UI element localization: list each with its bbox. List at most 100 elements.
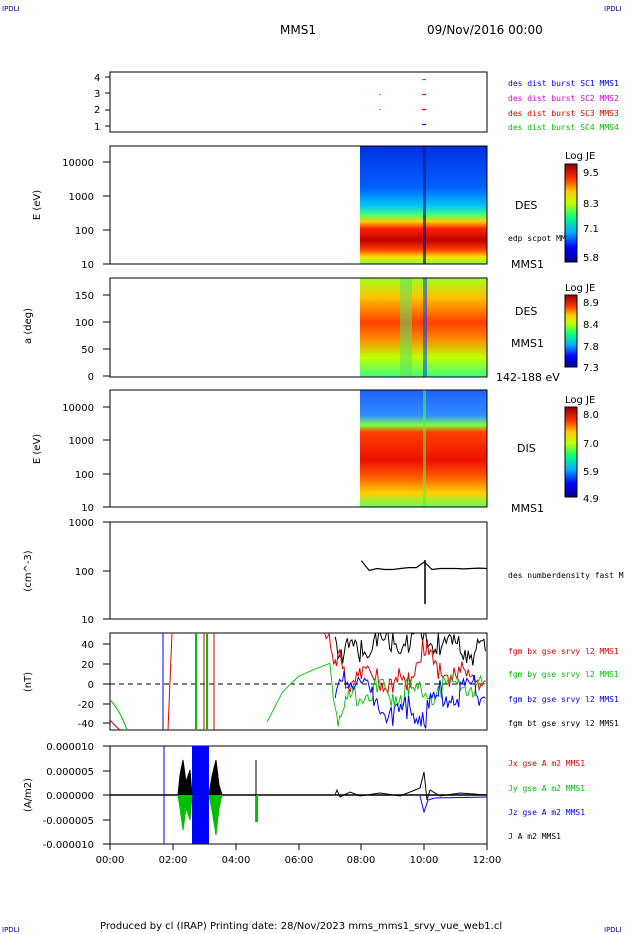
legend-bz: fgm bz gse srvy l2 MMS1 (508, 695, 619, 704)
bfield-early-spikes (109, 632, 215, 731)
des-energy-spike (423, 146, 426, 264)
ytick-label: 3 (94, 89, 100, 100)
corner-label-top-left: IPDLI (2, 5, 20, 13)
panel-des-pitch-yticks: 150 100 50 0 (75, 291, 94, 383)
panel-des-energy-sublabel: edp scpot MMS1 (508, 234, 576, 243)
panel-dis-energy-footlabel: MMS1 (511, 502, 544, 515)
panel-density-ylabel: (cm^-3) (23, 550, 34, 591)
legend-burst-sc1: des dist burst SC1 MMS1 (508, 79, 619, 88)
ytick-label: 40 (81, 640, 94, 651)
legend-j: J A m2 MMS1 (508, 832, 561, 841)
bfield-line-by (266, 662, 486, 727)
ytick-label: -0.000010 (43, 840, 94, 851)
colorbar-dis-energy-ticks: 8.0 7.0 5.9 4.9 (583, 410, 599, 505)
panel-des-pitch-footlabel: 142-188 eV (496, 371, 560, 384)
panel-dis-energy-ylabel: E (eV) (32, 434, 43, 464)
panel-dis-energy-label: DIS (517, 442, 536, 455)
ytick-label: 10 (81, 615, 94, 626)
legend-jz: Jz gse A m2 MMS1 (508, 808, 585, 817)
current-bursts (163, 746, 488, 844)
jz-burst-block (192, 746, 209, 844)
corner-label-top-right: IPDLI (604, 5, 622, 13)
bfield-series (266, 631, 486, 729)
legend-burst-sc3: des dist burst SC3 MMS3 (508, 109, 619, 118)
legend-jx: Jx gse A m2 MMS1 (508, 759, 585, 768)
panel-des-energy-footlabel: MMS1 (511, 258, 544, 271)
legend-bx: fgm bx gse srvy l2 MMS1 (508, 647, 619, 656)
ytick-label: -20 (78, 700, 94, 711)
ytick-label: 20 (81, 660, 94, 671)
colorbar-tick: 5.8 (583, 253, 599, 264)
des-pitch-spike (423, 278, 427, 377)
colorbar-des-pitch (564, 294, 578, 368)
x-tickmarks (109, 844, 488, 850)
panel-bfield: 40 20 0 -20 -40 (nT) fgm bx gse srvy l2 … (23, 631, 619, 731)
panel-des-pitch-sublabel: MMS1 (511, 337, 544, 350)
colorbar-des-energy-title: Log JE (565, 151, 595, 162)
bfield-line-bz (334, 670, 486, 729)
panel-bfield-ylabel: (nT) (23, 672, 34, 692)
colorbar-tick: 8.0 (583, 410, 599, 421)
legend-jy: Jy gse A m2 MMS1 (508, 784, 585, 793)
xtick-label: 12:00 (473, 855, 502, 866)
xtick-label: 10:00 (410, 855, 439, 866)
panel-density-frame (109, 521, 488, 620)
panel-current-ylabel: (A/m2) (23, 778, 34, 812)
panel-des-pitch-frame (109, 277, 488, 378)
ytick-label: 1000 (69, 436, 94, 447)
xtick-label: 00:00 (96, 855, 125, 866)
colorbar-tick: 8.3 (583, 199, 599, 210)
panel-density: 1000 100 10 (cm^-3) des numberdensity fa… (23, 518, 624, 626)
ytick-label: -0.000005 (43, 816, 94, 827)
footer-credit: Produced by cl (IRAP) Printing date: 28/… (100, 921, 502, 932)
panel-density-yticks: 1000 100 10 (69, 518, 94, 626)
panel-burst-legend: des dist burst SC1 MMS1 des dist burst S… (508, 79, 619, 132)
ytick-label: 1 (94, 122, 100, 133)
panel-current: 0.000010 0.000005 0.000000 -0.000005 -0.… (23, 742, 585, 866)
bfield-line-bx (324, 631, 486, 694)
colorbar-tick: 5.9 (583, 467, 599, 478)
ytick-label: 0 (88, 372, 94, 383)
colorbar-tick: 8.9 (583, 298, 599, 309)
colorbar-des-energy-ticks: 9.5 8.3 7.1 5.8 (583, 168, 599, 264)
legend-bt: fgm bt gse srvy l2 MMS1 (508, 719, 619, 728)
panel-des-pitch-tickmarks (103, 294, 110, 377)
ytick-label: 0.000005 (46, 767, 94, 778)
burst-markers (379, 78, 427, 126)
panel-des-energy-tickmarks (103, 161, 110, 265)
panel-bfield-tickmarks (103, 643, 110, 724)
jy-burst (177, 794, 223, 836)
panel-dis-energy-tickmarks (103, 406, 110, 508)
ytick-label: 10 (81, 260, 94, 271)
colorbar-tick: 9.5 (583, 168, 599, 179)
des-pitch-band (400, 278, 412, 377)
dis-energy-spike (423, 390, 426, 507)
ytick-label: 0.000010 (46, 742, 94, 753)
bx-early-arc (109, 719, 121, 731)
ytick-label: 100 (75, 226, 94, 237)
xtick-label: 04:00 (222, 855, 251, 866)
ytick-label: 10000 (62, 158, 94, 169)
by-early-arc (109, 699, 128, 731)
panel-burst-yticks: 4 3 2 1 (94, 73, 100, 133)
panel-des-pitch-ylabel: a (deg) (23, 308, 34, 344)
j-burst (177, 759, 223, 796)
xtick-label: 06:00 (285, 855, 314, 866)
panel-burst: 4 3 2 1 des dist burst SC1 MMS1 des dist… (94, 71, 619, 133)
ytick-label: 1000 (69, 518, 94, 529)
colorbar-tick: 4.9 (583, 494, 599, 505)
xtick-label: 02:00 (159, 855, 188, 866)
colorbar-des-energy (564, 163, 578, 263)
corner-label-bottom-right: IPDLI (604, 926, 622, 934)
colorbar-tick: 7.1 (583, 224, 599, 235)
colorbar-tick: 7.0 (583, 439, 599, 450)
panel-des-energy-frame (109, 145, 488, 265)
panel-burst-frame (109, 71, 488, 133)
panel-bfield-frame (109, 632, 488, 731)
x-tick-labels: 00:00 02:00 04:00 06:00 08:00 10:00 12:0… (96, 855, 502, 866)
panel-current-tickmarks (103, 745, 110, 845)
colorbar-dis-energy-title: Log JE (565, 395, 595, 406)
colorbar-des-pitch-title: Log JE (565, 283, 595, 294)
panel-des-energy-ylabel: E (eV) (32, 190, 43, 220)
